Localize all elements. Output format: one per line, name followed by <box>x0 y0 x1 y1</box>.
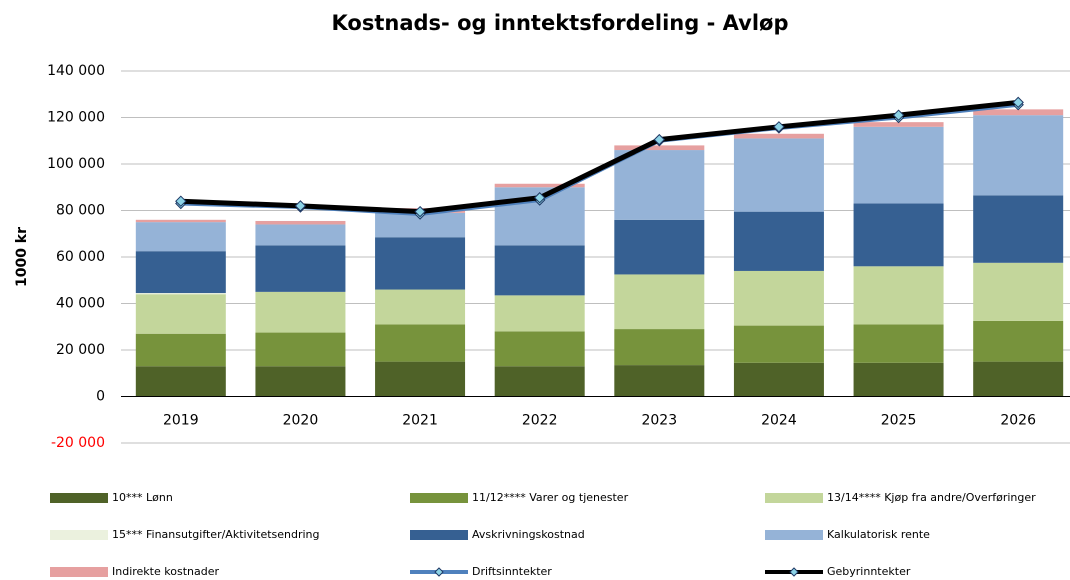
marker <box>1012 96 1024 109</box>
y-tick-label: 20 000 <box>56 342 105 358</box>
bar-segment <box>853 122 944 127</box>
x-tick-label: 2022 <box>522 413 558 429</box>
x-tick-label: 2025 <box>881 413 917 429</box>
bar-segment <box>973 320 1064 362</box>
bar-segment <box>853 362 944 397</box>
bar-segment <box>973 109 1064 116</box>
bar-segment <box>375 289 466 325</box>
bar-segment <box>135 219 226 223</box>
bar-segment <box>255 245 346 292</box>
legend-swatch <box>50 530 108 540</box>
line <box>180 99 1019 215</box>
bar-segment <box>375 324 466 362</box>
bar-segment <box>255 332 346 367</box>
legend-swatch <box>50 567 108 577</box>
bar-segment <box>973 195 1064 263</box>
y-tick-label: 80 000 <box>56 203 105 219</box>
bar-segment <box>733 362 824 397</box>
bar-segment <box>853 203 944 267</box>
bar-segment <box>733 138 824 212</box>
bar-segment <box>733 270 824 326</box>
bar-segment <box>135 251 226 294</box>
bar-segment <box>135 222 226 252</box>
bar-segment <box>375 361 466 397</box>
legend-label: Kalkulatorisk rente <box>827 528 930 541</box>
bar-segment <box>494 331 585 367</box>
chart-title: Kostnads- og inntektsfordeling - Avløp <box>332 11 789 35</box>
bar-segment <box>614 150 705 220</box>
legend-swatch <box>765 530 823 540</box>
bar-segment <box>135 333 226 367</box>
legend-swatch <box>765 493 823 503</box>
bar-segment <box>614 274 705 330</box>
marker <box>533 192 546 204</box>
bar-segment <box>614 329 705 366</box>
legend-label: Indirekte kostnader <box>112 565 219 578</box>
bar-segment <box>853 324 944 363</box>
marker <box>414 205 426 218</box>
bar-segment <box>255 220 346 225</box>
bar-segment <box>614 219 705 275</box>
y-axis-label: 1000 kr <box>14 227 30 287</box>
bar-segment <box>494 366 585 397</box>
y-tick-label: 60 000 <box>56 249 105 265</box>
marker <box>892 109 905 121</box>
x-tick-label: 2021 <box>402 413 438 429</box>
bar-segment <box>135 366 226 397</box>
y-tick-label: 140 000 <box>47 63 105 79</box>
legend-swatch <box>50 493 108 503</box>
x-tick-label: 2019 <box>163 413 199 429</box>
legend-swatch <box>410 493 468 503</box>
y-tick-label: 120 000 <box>47 110 105 126</box>
bar-segment <box>255 366 346 397</box>
bar-segment <box>614 365 705 397</box>
bar-segment <box>614 145 705 151</box>
bar-segment <box>255 224 346 246</box>
marker <box>773 121 785 133</box>
x-tick-label: 2026 <box>1000 413 1036 429</box>
bar-segment <box>135 294 226 334</box>
bar-segment <box>853 266 944 325</box>
y-tick-label: 0 <box>96 389 105 405</box>
marker <box>653 133 666 146</box>
bar-segment <box>733 325 824 363</box>
y-tick-label: 100 000 <box>47 156 105 172</box>
bar-segment <box>733 211 824 271</box>
bar-segment <box>973 361 1064 397</box>
bar-segment <box>494 295 585 332</box>
legend-marker <box>434 567 444 577</box>
bar-segment <box>733 133 824 139</box>
y-tick-label: -20 000 <box>51 435 105 451</box>
x-tick-label: 2024 <box>761 413 797 429</box>
legend-label: 11/12**** Varer og tjenester <box>472 491 629 504</box>
x-tick-label: 2023 <box>641 413 677 429</box>
bar-segment <box>135 293 226 295</box>
bar-segment <box>973 262 1064 321</box>
legend-label: Gebyrinntekter <box>827 565 911 578</box>
y-tick-label: 40 000 <box>56 296 105 312</box>
legend-label: Driftsinntekter <box>472 565 552 578</box>
legend-label: 13/14**** Kjøp fra andre/Overføringer <box>827 491 1036 504</box>
bar-segment <box>494 183 585 188</box>
legend-label: 10*** Lønn <box>112 491 173 504</box>
marker <box>175 195 187 207</box>
legend-label: Avskrivningskostnad <box>472 528 585 541</box>
bar-segment <box>853 126 944 204</box>
x-tick-label: 2020 <box>283 413 319 429</box>
bar-segment <box>375 237 466 290</box>
bar-segment <box>255 291 346 333</box>
bar-segment <box>973 115 1064 196</box>
legend-label: 15*** Finansutgifter/Aktivitetsendring <box>112 528 320 541</box>
legend-marker <box>789 567 799 577</box>
bar-segment <box>494 245 585 296</box>
legend-swatch <box>410 530 468 540</box>
marker <box>294 200 307 212</box>
